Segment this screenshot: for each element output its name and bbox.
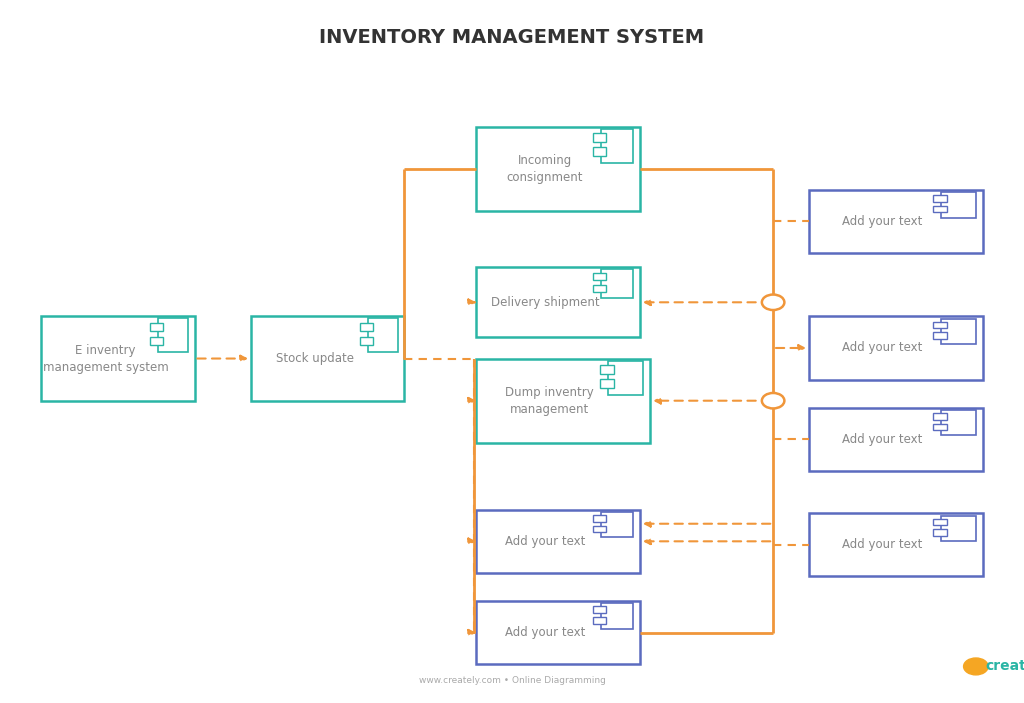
Bar [933, 413, 947, 420]
Bar [151, 323, 163, 331]
Bar [933, 195, 947, 202]
Bar [933, 322, 947, 328]
Text: Add your text: Add your text [842, 433, 923, 446]
Bar [600, 379, 614, 388]
Bar [476, 510, 640, 573]
Bar [593, 617, 606, 624]
Bar [151, 337, 163, 345]
Bar [941, 318, 976, 344]
Bar [593, 526, 606, 532]
Text: Add your text: Add your text [505, 626, 585, 639]
Bar [593, 133, 606, 141]
Bar [593, 285, 606, 292]
Bar [601, 512, 634, 537]
Text: Add your text: Add your text [842, 342, 923, 354]
Bar [809, 190, 983, 253]
Bar [360, 323, 373, 331]
Bar [941, 515, 976, 541]
Text: Add your text: Add your text [505, 535, 585, 548]
Bar [476, 127, 640, 211]
Bar [933, 529, 947, 536]
Bar [593, 273, 606, 280]
Bar [601, 269, 634, 297]
Bar [476, 267, 640, 337]
Text: Add your text: Add your text [842, 538, 923, 551]
Bar [933, 519, 947, 525]
Text: Stock update: Stock update [276, 352, 354, 365]
Bar [158, 318, 188, 352]
Bar [360, 337, 373, 345]
Bar [593, 515, 606, 522]
Circle shape [762, 295, 784, 310]
Text: INVENTORY MANAGEMENT SYSTEM: INVENTORY MANAGEMENT SYSTEM [319, 28, 705, 47]
Bar [600, 365, 614, 374]
Circle shape [964, 658, 988, 675]
Bar [608, 361, 643, 394]
Bar [41, 316, 195, 401]
Bar [933, 424, 947, 430]
Bar [933, 206, 947, 212]
Bar [941, 192, 976, 217]
Bar [809, 316, 983, 380]
Text: Add your text: Add your text [842, 215, 923, 228]
Bar [251, 316, 404, 401]
Bar [593, 607, 606, 613]
Bar [368, 318, 398, 352]
Bar [809, 408, 983, 471]
Bar [809, 513, 983, 576]
Text: E inventry
management system: E inventry management system [43, 344, 168, 373]
Text: Dump inventry
management: Dump inventry management [505, 386, 594, 415]
Bar [476, 359, 650, 443]
Bar [601, 129, 634, 162]
Bar [941, 410, 976, 435]
Text: Delivery shipment: Delivery shipment [490, 296, 599, 309]
Circle shape [762, 393, 784, 408]
Bar [933, 333, 947, 339]
Text: creately: creately [985, 659, 1024, 673]
Text: www.creately.com • Online Diagramming: www.creately.com • Online Diagramming [419, 676, 605, 685]
Text: Incoming
consignment: Incoming consignment [507, 154, 584, 183]
Bar [476, 601, 640, 664]
Bar [593, 147, 606, 156]
Bar [601, 603, 634, 628]
